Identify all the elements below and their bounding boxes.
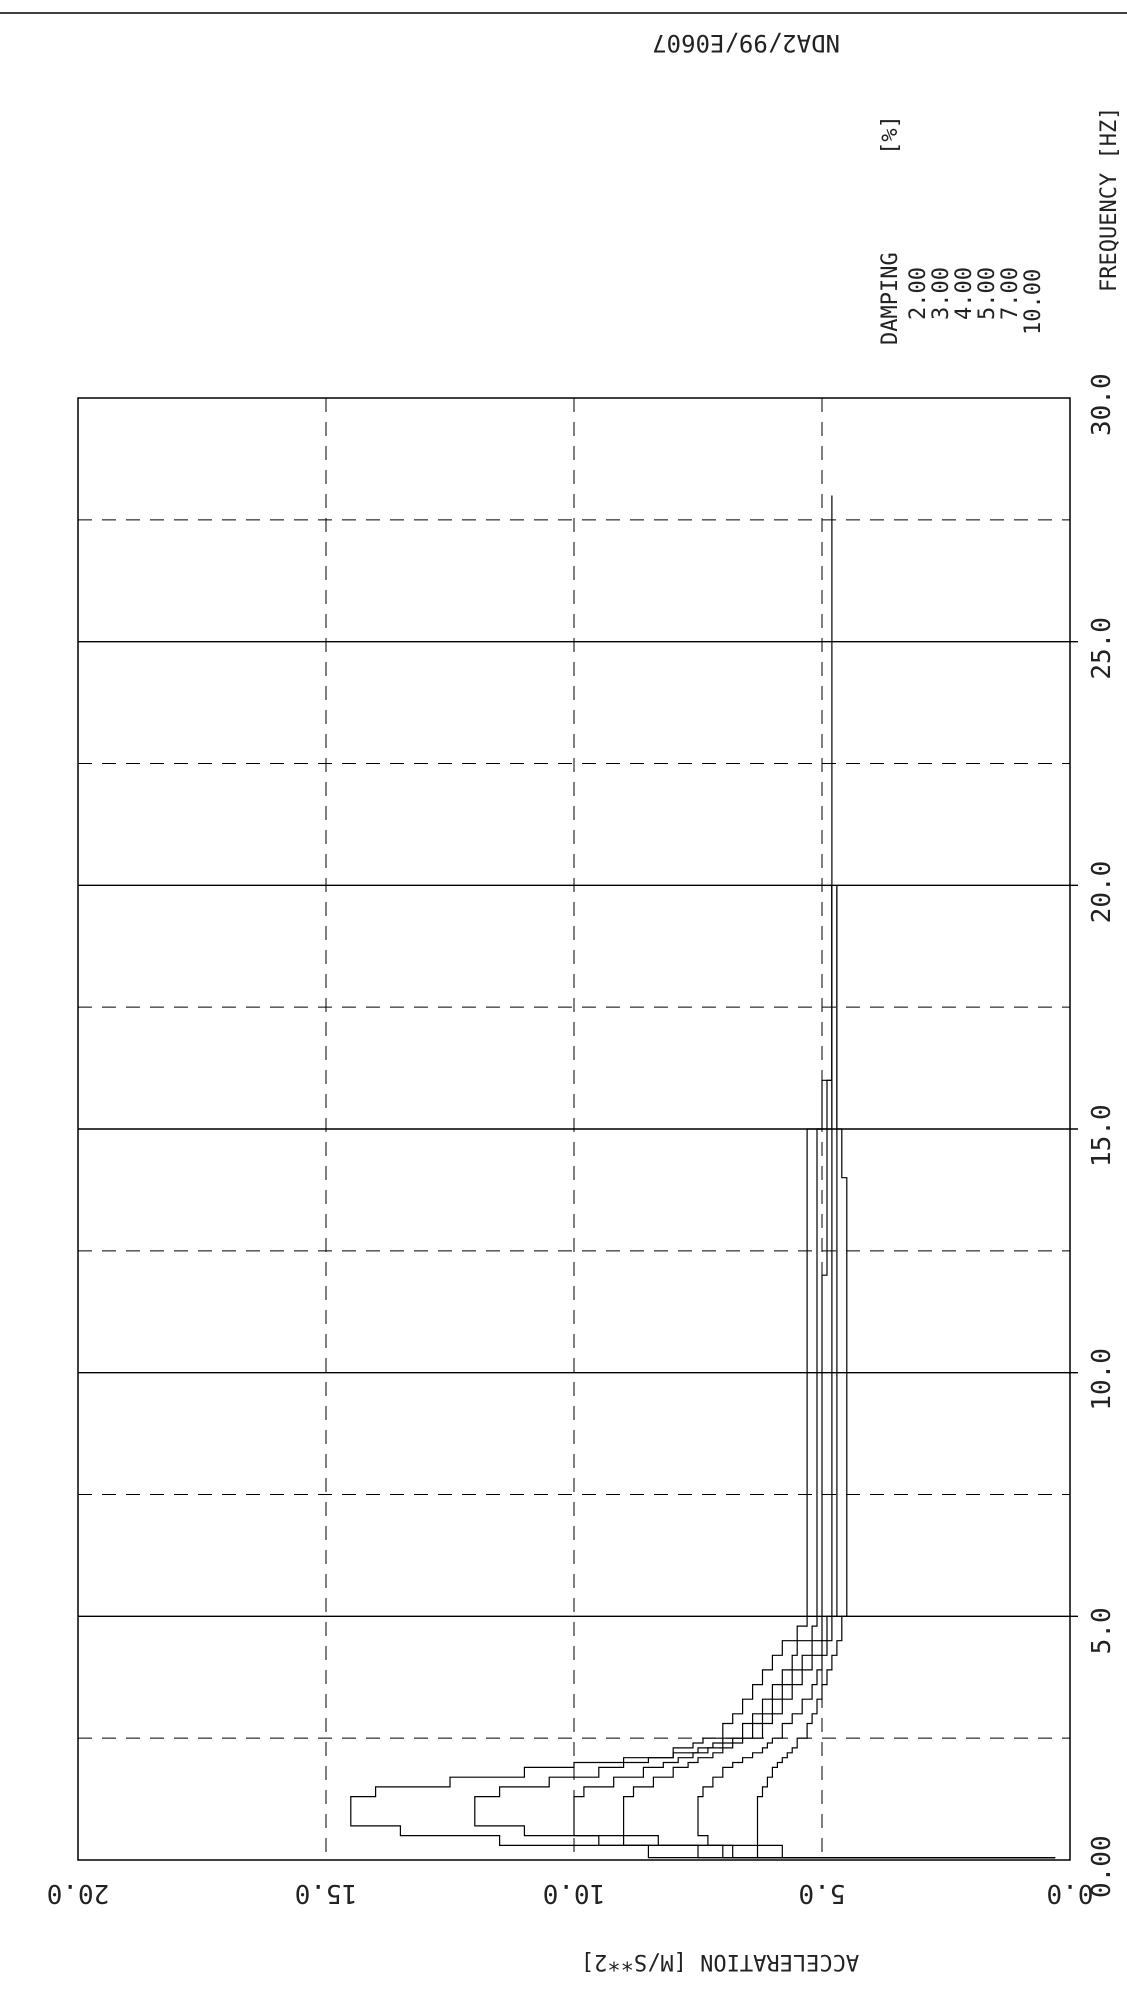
x-tick-label: 20.0 [1087,861,1117,924]
legend-unit: [%] [878,115,903,155]
legend-entry-4: 4.00 [952,267,977,320]
y-tick-label: 5.0 [799,1878,846,1908]
y-tick-labels: 0.0 5.0 10.0 15.0 20.0 [47,1878,1094,1908]
x-tick-label: 15.0 [1087,1104,1117,1167]
legend-title: DAMPING [878,252,903,345]
x-tick-label: 0.00 [1087,1835,1117,1898]
y-tick-label: 10.0 [543,1878,606,1908]
legend-entry-2: 2.00 [906,267,931,320]
legend-entry-10: 10.00 [1021,269,1046,335]
x-axis-title: FREQUENCY [HZ] [1097,107,1122,292]
y-tick-label: 15.0 [295,1878,358,1908]
legend-entry-3: 3.00 [929,267,954,320]
damping-legend: [%] DAMPING 2.00 3.00 4.00 5.00 7.00 10.… [878,115,1046,345]
y-tick-label: 20.0 [47,1878,110,1908]
plot-code: NDA2/99/E0607 [652,29,840,57]
x-tick-labels: 0.00 5.0 10.0 15.0 20.0 25.0 30.0 [1087,373,1117,1898]
x-tick-label: 25.0 [1087,617,1117,680]
x-tick-label: 30.0 [1087,373,1117,436]
series-line-3-00 [474,885,1056,1859]
x-tick-label: 10.0 [1087,1348,1117,1411]
y-axis-title: ACCELERATION [M/S**2] [581,1949,859,1974]
series-line-5-00 [623,885,1056,1859]
x-tick-label: 5.0 [1087,1607,1117,1654]
y-tick-label: 0.0 [1047,1878,1094,1908]
series-line-10-00 [756,885,1056,1859]
series-layer [350,495,1056,1859]
series-line-2-00 [350,495,1056,1859]
grid-layer [77,397,1078,1861]
legend-entry-7: 7.00 [998,267,1023,320]
series-line-7-00 [697,885,1056,1859]
legend-entry-5: 5.00 [975,267,1000,320]
series-line-4-00 [573,885,1056,1859]
